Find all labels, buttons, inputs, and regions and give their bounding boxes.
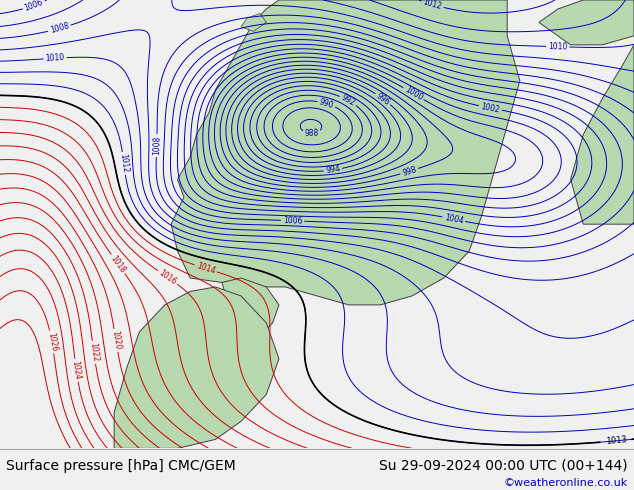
Text: 1008: 1008 — [49, 22, 70, 35]
Text: 1006: 1006 — [283, 216, 302, 225]
Text: Surface pressure [hPa] CMC/GEM: Surface pressure [hPa] CMC/GEM — [6, 459, 236, 473]
Text: 1012: 1012 — [118, 153, 129, 173]
Text: 1018: 1018 — [109, 253, 127, 274]
Text: 994: 994 — [325, 165, 340, 175]
Text: 988: 988 — [304, 128, 319, 138]
Text: ©weatheronline.co.uk: ©weatheronline.co.uk — [503, 478, 628, 488]
Text: 1020: 1020 — [110, 330, 122, 351]
Polygon shape — [114, 287, 279, 448]
Text: Su 29-09-2024 00:00 UTC (00+144): Su 29-09-2024 00:00 UTC (00+144) — [379, 459, 628, 473]
Polygon shape — [539, 0, 634, 45]
Text: 1000: 1000 — [403, 85, 424, 102]
Text: 996: 996 — [375, 91, 392, 107]
Text: 1024: 1024 — [70, 360, 82, 381]
Text: 1004: 1004 — [443, 213, 464, 225]
Text: 1002: 1002 — [480, 102, 501, 114]
Text: 1013: 1013 — [605, 436, 627, 446]
Text: 1010: 1010 — [548, 42, 567, 51]
Polygon shape — [171, 0, 520, 305]
Text: 1014: 1014 — [195, 261, 216, 275]
Text: 998: 998 — [401, 165, 417, 178]
Polygon shape — [241, 13, 266, 31]
Text: 1022: 1022 — [88, 343, 100, 363]
Text: 1012: 1012 — [422, 0, 443, 11]
Text: 1010: 1010 — [45, 53, 65, 63]
Text: 992: 992 — [339, 93, 356, 108]
Text: 1006: 1006 — [23, 0, 44, 13]
Text: 990: 990 — [318, 97, 335, 110]
Polygon shape — [571, 45, 634, 224]
Polygon shape — [222, 278, 279, 336]
Text: 1008: 1008 — [152, 136, 162, 155]
Text: 1026: 1026 — [46, 332, 58, 352]
Text: 1016: 1016 — [157, 268, 178, 287]
